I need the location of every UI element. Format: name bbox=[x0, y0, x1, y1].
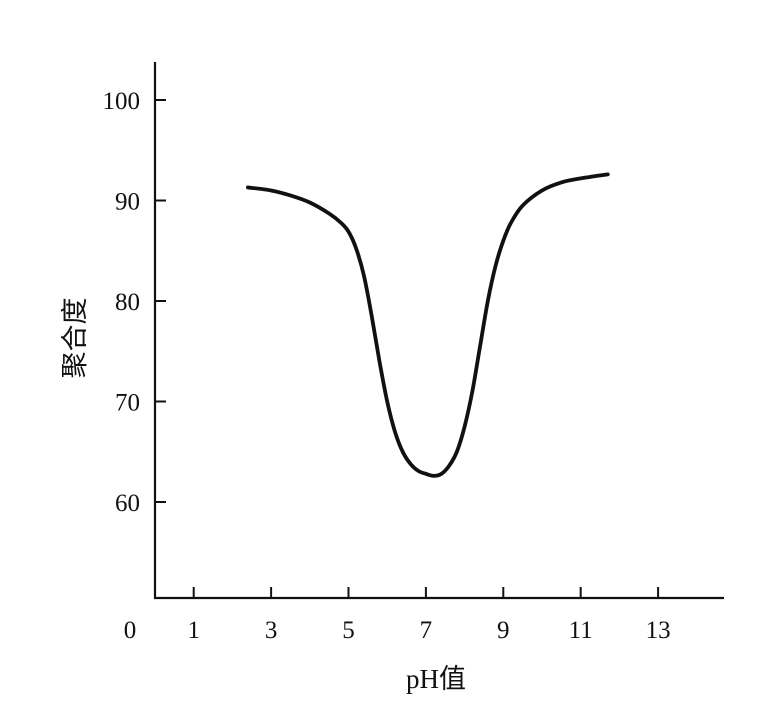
x-tick-label: 13 bbox=[646, 617, 671, 644]
x-tick-label: 11 bbox=[569, 617, 593, 644]
x-tick-label: 1 bbox=[187, 617, 200, 644]
y-tick-label: 60 bbox=[115, 490, 140, 517]
series bbox=[245, 172, 610, 478]
x-tick-label: 5 bbox=[342, 617, 355, 644]
origin-label: 0 bbox=[124, 617, 137, 644]
y-tick-label: 80 bbox=[115, 289, 140, 316]
y-tick-label: 100 bbox=[103, 88, 141, 115]
y-tick-label: 70 bbox=[115, 390, 140, 417]
y-axis-title: 聚合度 bbox=[60, 298, 90, 379]
x-axis-title: pH值 bbox=[406, 664, 466, 694]
series-line bbox=[245, 172, 610, 478]
x-tick-label: 3 bbox=[265, 617, 278, 644]
x-tick-label: 7 bbox=[420, 617, 433, 644]
y-tick-label: 90 bbox=[115, 189, 140, 216]
axes bbox=[153, 62, 724, 600]
x-tick-label: 9 bbox=[497, 617, 510, 644]
